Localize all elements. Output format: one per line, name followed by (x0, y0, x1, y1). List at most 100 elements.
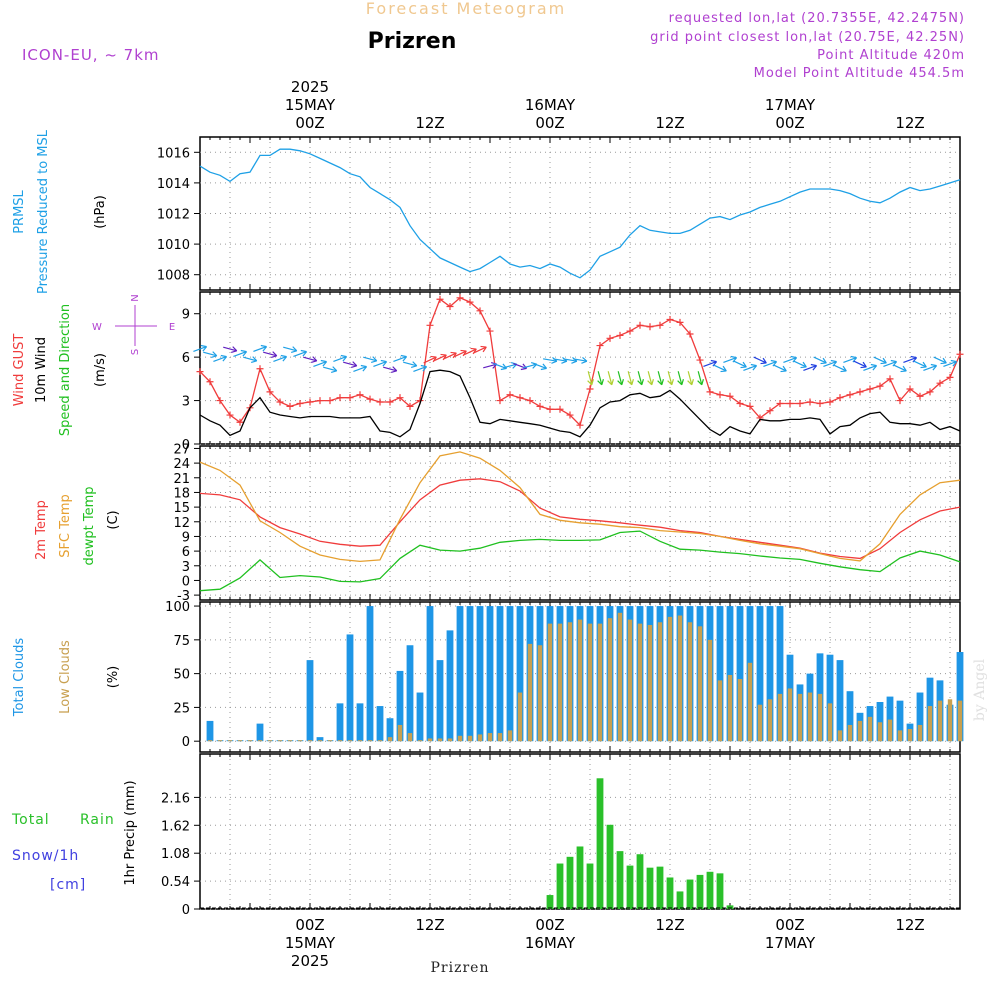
wind-arrow (713, 364, 727, 373)
low-clouds-bar (347, 740, 353, 742)
wind-arrow-shaft (677, 371, 683, 385)
low-clouds-bar (367, 740, 373, 742)
wind-arrow (303, 356, 318, 363)
gust-marker (916, 392, 924, 400)
low-clouds-bar (417, 740, 423, 742)
wind-arrow-shaft (903, 357, 917, 363)
rain-bar (696, 874, 704, 909)
low-clouds-bar (557, 623, 563, 742)
gust-marker (936, 379, 944, 387)
low-clouds-bar (357, 740, 363, 742)
total-clouds-bar (476, 606, 484, 742)
wind-arrow-head (430, 355, 437, 363)
wind-arrow (863, 363, 878, 371)
tsfc-label: SFC Temp (58, 494, 73, 558)
top-time-label: 12Z (415, 114, 444, 132)
wind-arrow (383, 366, 398, 373)
rain-bar (626, 865, 634, 909)
wind-arrow-shaft (637, 371, 643, 385)
y-tick-label: 1008 (157, 269, 190, 284)
wind-arrow (313, 359, 328, 367)
rain-bar (616, 851, 624, 909)
total-clouds-bar (386, 718, 394, 742)
wind-arrow-shaft (553, 358, 567, 362)
wind-arrow-shaft (413, 366, 427, 372)
low-clouds-bar (807, 692, 813, 742)
wind-arrow (423, 355, 437, 364)
wind-arrow (677, 371, 684, 386)
wind-arrow-head (720, 365, 727, 373)
gust-marker (666, 316, 674, 324)
wind-arrow-shaft (423, 356, 437, 364)
wind-arrow-head (480, 345, 487, 353)
y-tick-label: 6 (182, 351, 190, 366)
rain-bar (726, 905, 734, 909)
wind-arrow-head (390, 366, 398, 373)
total-clouds-bar (836, 660, 844, 742)
wind-arrow-head (627, 378, 634, 386)
y-tick-label: 1014 (157, 177, 190, 192)
gust-marker (926, 388, 934, 396)
wind-arrow-head (310, 356, 318, 363)
wind-arrow-head (340, 354, 348, 362)
bottom-time-label: 00Z (295, 916, 324, 934)
prmsl-line (199, 148, 961, 279)
axes-layer: 100810101012101410160369-303691215182124… (157, 78, 964, 970)
wind-arrow (463, 347, 477, 356)
wind-arrow-head (440, 353, 447, 361)
wind-arrow (233, 349, 248, 357)
wind-arrow-shaft (597, 371, 603, 385)
wind-arrow (813, 356, 827, 365)
wind-arrow-head (697, 378, 704, 386)
wind-arrow (283, 346, 298, 353)
precip-panel: 0 0.54 1.08 1.62 2.16 (161, 753, 961, 918)
wind-arrow-head (607, 378, 614, 386)
low-clouds-bar (387, 737, 393, 742)
wind-arrow-shaft (893, 364, 907, 372)
low-clouds-bar (737, 679, 743, 742)
y-tick-label: 1016 (157, 146, 190, 161)
gust-marker (206, 378, 214, 386)
wind-arrow-shaft (667, 371, 673, 385)
rain-bar (596, 778, 604, 909)
wind-arrow-head (400, 354, 408, 362)
gust-marker (286, 402, 294, 410)
gust-marker (616, 331, 624, 339)
total-clouds-bar (396, 670, 404, 742)
low-clouds-bar (717, 680, 723, 742)
gust-marker (436, 295, 444, 303)
low-clouds-bar (457, 735, 463, 742)
wind-arrow-shaft (203, 351, 217, 357)
low-clouds-bar (767, 699, 773, 742)
low-clouds-bar (897, 730, 903, 742)
total-clouds-bar (846, 691, 854, 742)
wind-arrow-shaft (453, 350, 467, 358)
wind-arrow (343, 361, 358, 368)
gust-marker (386, 398, 394, 406)
total-clouds-bar (776, 606, 784, 742)
gust-marker (816, 399, 824, 407)
rain-bar (586, 863, 594, 909)
bottom-time-label: 12Z (415, 916, 444, 934)
gust-marker (326, 397, 334, 405)
low-clouds-bar (227, 740, 233, 742)
gust-marker (466, 298, 474, 306)
total-clouds-bar (716, 606, 724, 742)
total-clouds-bar (306, 660, 314, 742)
low-clouds-bar (797, 693, 803, 742)
wind-arrow-head (350, 361, 358, 368)
temp-unit: (C) (106, 510, 121, 529)
wind-arrow-head (930, 363, 938, 371)
gust-marker (646, 323, 654, 331)
rain-label: Rain (80, 812, 115, 828)
gust-marker (516, 394, 524, 402)
low-clouds-bar (597, 623, 603, 742)
gust-marker (746, 402, 754, 410)
low-clouds-bar (437, 738, 443, 742)
low-clouds-bar (237, 740, 243, 742)
wind-arrow-shaft (723, 357, 737, 363)
wind-arrow (893, 364, 907, 373)
pressure-label-2: Pressure Reduced to MSL (36, 129, 51, 294)
low-clouds-bar (377, 740, 383, 742)
wind-arrow-head (667, 378, 674, 386)
